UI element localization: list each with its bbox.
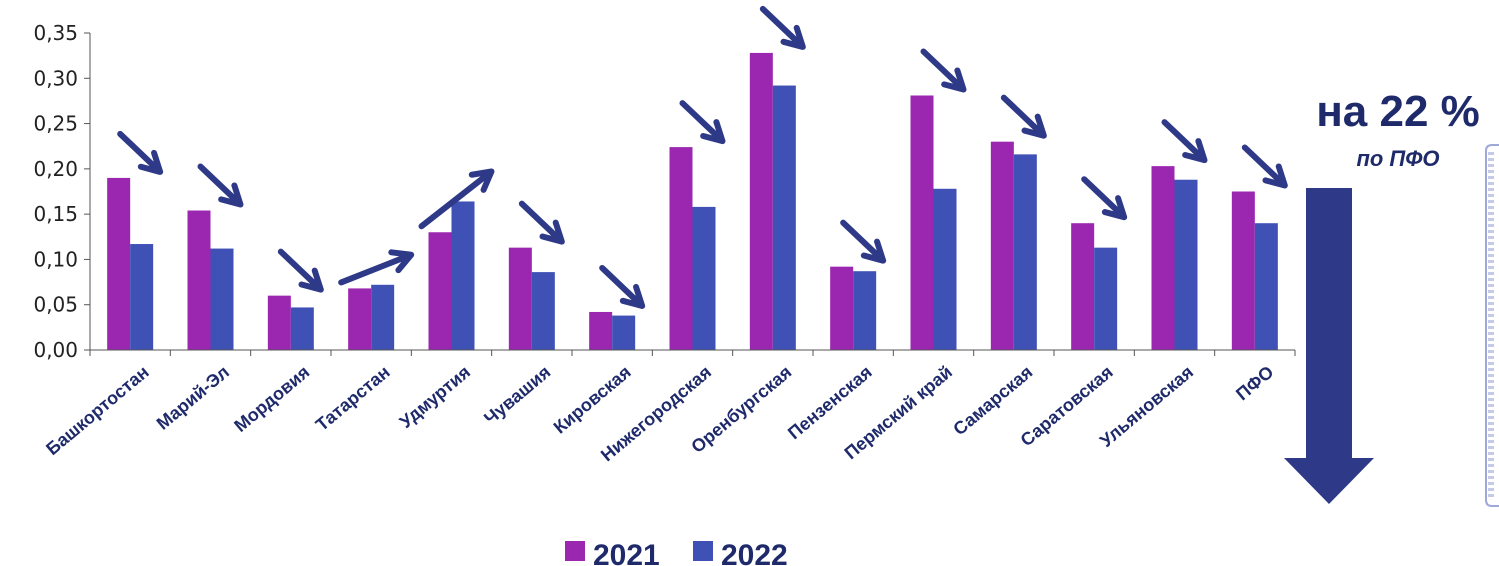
trend-down-arrow-icon — [840, 219, 887, 264]
category-label: Татарстан — [312, 362, 394, 435]
category-label: Мордовия — [230, 362, 313, 436]
category-label: Марий-Эл — [153, 362, 233, 434]
bar-2021-Самарская — [990, 141, 1014, 350]
trend-down-arrow-icon — [1161, 119, 1208, 164]
big-down-arrow-icon — [1284, 188, 1374, 504]
trend-down-arrow-icon — [1081, 176, 1128, 221]
bar-2021-Ульяновская — [1151, 166, 1175, 350]
legend: 2021 2022 — [565, 539, 788, 566]
bar-2022-Нижегородская — [692, 206, 716, 350]
legend-swatch-2021 — [565, 541, 585, 561]
bar-2021-Удмуртия — [428, 232, 452, 350]
bar-2022-Ульяновская — [1174, 179, 1198, 350]
category-label: ПФО — [1232, 362, 1277, 405]
trend-up-arrow-icon — [338, 249, 415, 286]
bar-2021-Пермский край — [910, 95, 934, 350]
trend-down-arrow-icon — [518, 200, 565, 245]
bar-2022-Оренбургская — [772, 85, 796, 350]
trend-down-arrow-icon — [920, 48, 967, 93]
bar-2021-Татарстан — [348, 288, 372, 350]
bar-2021-Марий-Эл — [187, 210, 211, 350]
category-label: Башкортостан — [42, 362, 153, 459]
trend-down-arrow-icon — [759, 5, 806, 50]
bar-2021-Мордовия — [267, 295, 291, 350]
bar-2022-Мордовия — [290, 307, 314, 350]
category-label: Чувашия — [480, 362, 554, 429]
y-tick-label: 0,15 — [33, 202, 78, 226]
trend-up-arrow-icon — [418, 168, 495, 230]
y-tick-label: 0,00 — [33, 338, 78, 362]
y-tick-label: 0,25 — [33, 112, 78, 136]
trend-arrows — [117, 5, 1288, 309]
side-panel-edge — [1485, 144, 1499, 507]
bar-2022-Удмуртия — [451, 201, 475, 350]
legend-label-2021: 2021 — [593, 539, 660, 566]
bar-2021-Кировская — [589, 311, 613, 350]
trend-down-arrow-icon — [599, 264, 646, 309]
bar-2021-Нижегородская — [669, 147, 693, 350]
trend-down-arrow-icon — [1241, 144, 1288, 189]
y-tick-label: 0,20 — [33, 157, 78, 181]
callout: на 22 % по ПФО — [1284, 87, 1480, 504]
legend-swatch-2022 — [693, 541, 713, 561]
category-label: Удмуртия — [396, 362, 474, 432]
callout-headline: на 22 % — [1316, 87, 1480, 136]
y-tick-label: 0,10 — [33, 247, 78, 271]
callout-subtitle: по ПФО — [1356, 146, 1439, 171]
y-axis: 0,00 0,05 0,10 0,15 0,20 0,25 0,30 0,35 — [33, 21, 91, 362]
y-tick-label: 0,35 — [33, 21, 78, 45]
bar-2021-ПФО — [1231, 191, 1255, 350]
trend-down-arrow-icon — [277, 248, 324, 293]
bar-2022-Марий-Эл — [210, 248, 234, 350]
bar-2022-Чувашия — [531, 272, 555, 350]
trend-down-arrow-icon — [679, 100, 726, 145]
bar-2021-Пензенская — [830, 266, 854, 350]
bar-2022-Пермский край — [933, 188, 957, 350]
bar-2022-ПФО — [1254, 223, 1278, 350]
bar-2022-Самарская — [1013, 154, 1037, 350]
bar-2021-Саратовская — [1071, 223, 1095, 350]
bar-2022-Саратовская — [1094, 247, 1118, 350]
category-label: Самарская — [949, 362, 1036, 440]
bar-2022-Башкортостан — [130, 244, 154, 350]
bar-2022-Татарстан — [371, 284, 395, 350]
trend-down-arrow-icon — [1000, 94, 1047, 139]
trend-down-arrow-icon — [197, 163, 244, 208]
category-label: Кировская — [550, 362, 635, 438]
y-tick-label: 0,30 — [33, 66, 78, 90]
legend-label-2022: 2022 — [721, 539, 788, 566]
bar-2021-Оренбургская — [749, 52, 773, 350]
bar-2022-Кировская — [612, 315, 636, 350]
y-tick-label: 0,05 — [33, 293, 78, 317]
bar-2021-Башкортостан — [107, 177, 131, 350]
bar-2022-Пензенская — [853, 271, 877, 350]
bars — [107, 52, 1278, 350]
trend-down-arrow-icon — [117, 130, 164, 175]
bar-2021-Чувашия — [508, 247, 532, 350]
